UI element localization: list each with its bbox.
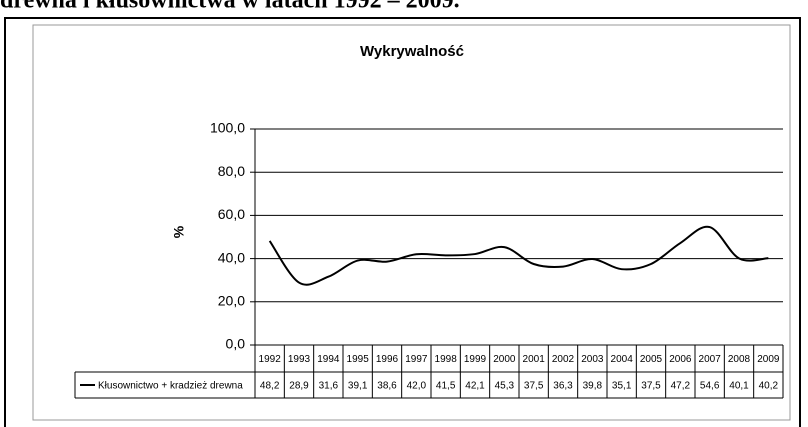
chart-title: Wykrywalność [360, 43, 464, 60]
x-tick-label: 2008 [728, 354, 751, 365]
x-tick-label: 1997 [405, 354, 428, 365]
y-tick-label: 80,0 [218, 163, 245, 179]
legend-label: Kłusownictwo + kradzież drewna [98, 381, 243, 392]
data-label: 41,5 [436, 381, 456, 392]
x-tick-label: 2007 [699, 354, 722, 365]
data-label: 54,6 [700, 381, 720, 392]
x-tick-label: 2001 [523, 354, 546, 365]
y-tick-label: 60,0 [218, 206, 245, 222]
data-label: 47,2 [671, 381, 691, 392]
data-label: 35,1 [612, 381, 632, 392]
x-tick-label: 1995 [347, 354, 370, 365]
data-label: 37,5 [524, 381, 544, 392]
data-label: 40,2 [759, 381, 779, 392]
outer-frame [4, 17, 801, 427]
y-tick-label: 40,0 [218, 249, 245, 265]
x-tick-label: 2000 [493, 354, 516, 365]
y-tick-label: 20,0 [218, 293, 245, 309]
data-label: 42,0 [407, 381, 427, 392]
heading: drewna i kłusownictwa w latach 1992 – 20… [0, 0, 460, 14]
data-label: 31,6 [319, 381, 339, 392]
data-label: 48,2 [260, 381, 280, 392]
data-label: 40,1 [729, 381, 749, 392]
data-label: 37,5 [641, 381, 661, 392]
data-label: 28,9 [289, 381, 309, 392]
data-label: 39,8 [583, 381, 603, 392]
data-label: 45,3 [495, 381, 515, 392]
x-tick-label: 1992 [259, 354, 282, 365]
data-label: 39,1 [348, 381, 368, 392]
data-label: 42,1 [465, 381, 485, 392]
line [268, 225, 769, 286]
y-axis-label: % [171, 225, 187, 238]
x-tick-label: 2003 [581, 354, 604, 365]
x-tick-label: 2005 [640, 354, 663, 365]
x-tick-label: 2004 [611, 354, 634, 365]
x-tick-label: 2009 [757, 354, 780, 365]
x-tick-label: 1996 [376, 354, 399, 365]
x-tick-label: 1999 [464, 354, 487, 365]
data-label: 36,3 [553, 381, 573, 392]
y-tick-label: 0,0 [226, 336, 246, 352]
x-tick-label: 2002 [552, 354, 575, 365]
x-tick-label: 1998 [435, 354, 458, 365]
x-tick-label: 2006 [669, 354, 692, 365]
x-tick-label: 1993 [288, 354, 311, 365]
data-label: 38,6 [377, 381, 397, 392]
chart-frame [32, 24, 791, 421]
x-tick-label: 1994 [317, 354, 340, 365]
y-tick-label: 100,0 [210, 120, 245, 136]
